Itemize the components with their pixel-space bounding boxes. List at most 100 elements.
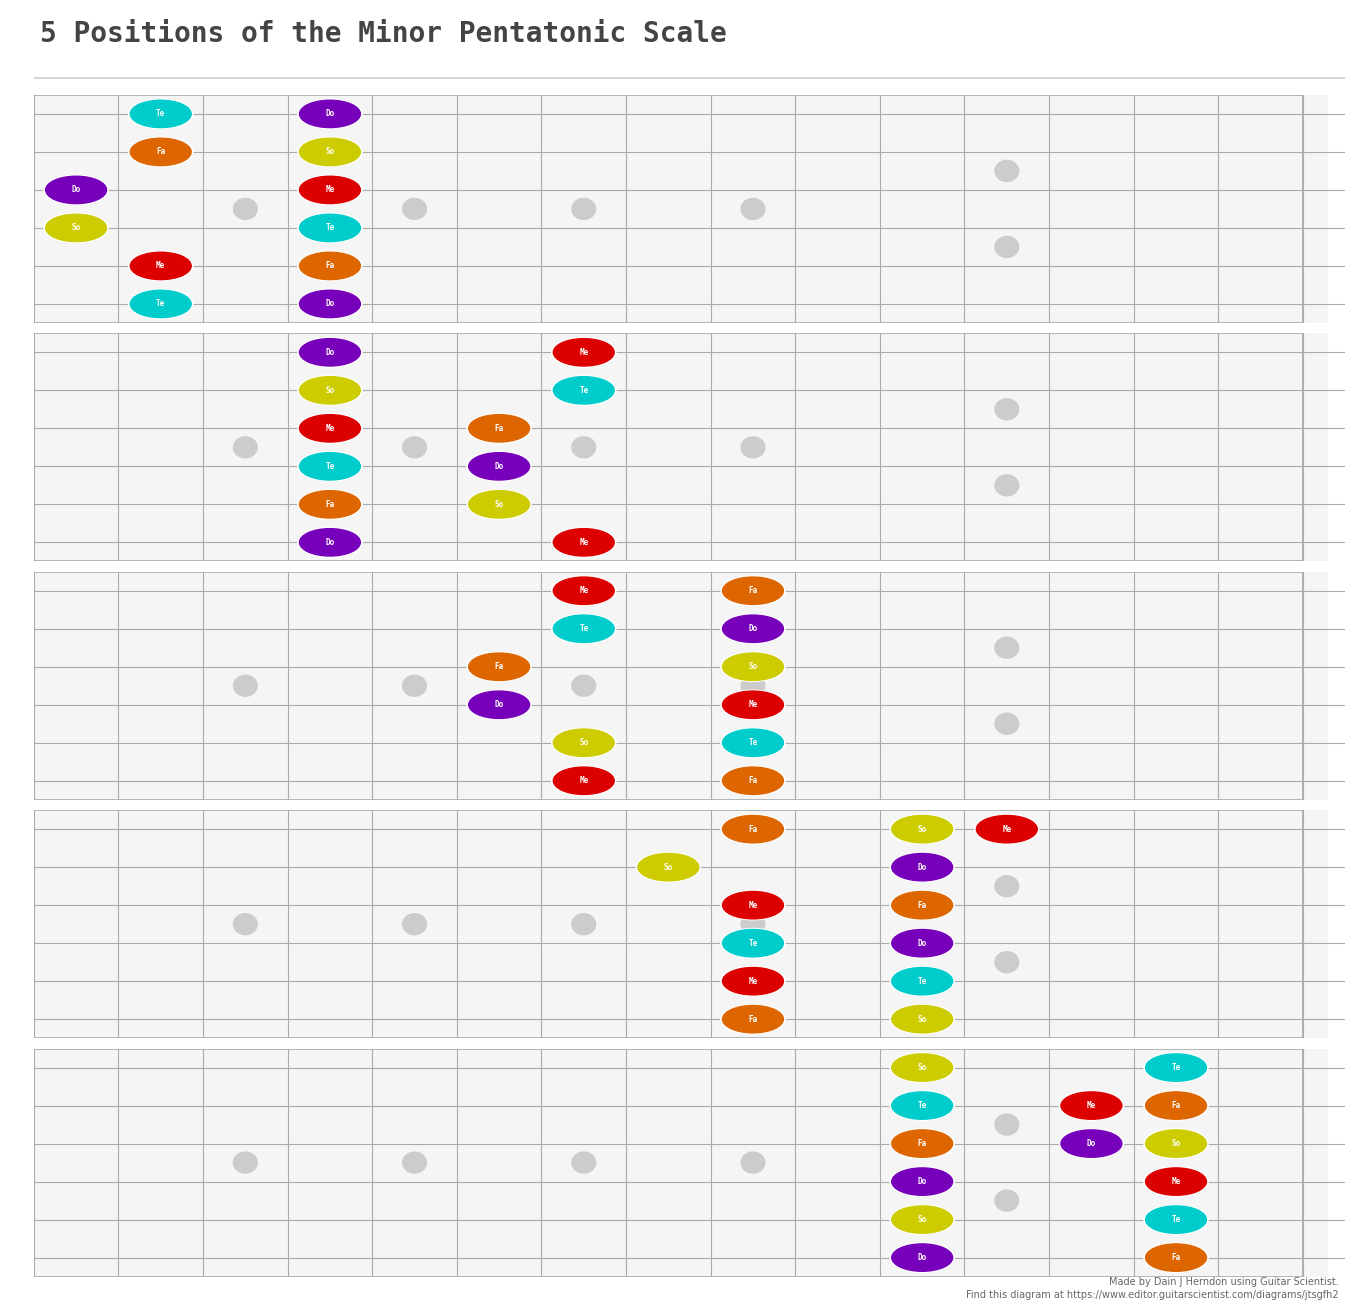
Ellipse shape [892,1130,953,1157]
Ellipse shape [1145,1054,1206,1082]
Text: Te: Te [1171,1216,1180,1225]
Ellipse shape [1145,1244,1206,1271]
Ellipse shape [403,1152,426,1173]
Text: Te: Te [155,299,165,308]
Ellipse shape [553,729,614,757]
Ellipse shape [995,714,1018,734]
Text: Te: Te [579,386,588,395]
Bar [0,1049,34,1277]
Ellipse shape [741,199,765,220]
Text: Do: Do [326,109,334,118]
Text: Do: Do [495,701,504,710]
Text: Te: Te [749,738,757,748]
Ellipse shape [995,474,1018,495]
Ellipse shape [741,1152,765,1173]
Text: Do: Do [918,939,927,948]
Bar [0,95,34,322]
Text: Te: Te [918,1101,927,1110]
Text: 5 Positions of the Minor Pentatonic Scale: 5 Positions of the Minor Pentatonic Scal… [41,20,727,48]
Text: Fa: Fa [749,776,757,785]
Ellipse shape [892,930,953,957]
Ellipse shape [741,675,765,697]
Ellipse shape [234,437,257,458]
Ellipse shape [572,914,596,935]
Ellipse shape [722,615,783,642]
Text: So: So [1171,1139,1180,1148]
Text: Fa: Fa [749,586,757,595]
Ellipse shape [892,815,953,842]
Ellipse shape [403,199,426,220]
Ellipse shape [1061,1130,1122,1157]
Text: So: So [918,1063,927,1072]
Text: Do: Do [326,538,334,547]
Text: So: So [579,738,588,748]
Ellipse shape [553,615,614,642]
Ellipse shape [572,1152,596,1173]
Text: Te: Te [749,939,757,948]
Ellipse shape [722,577,783,605]
Text: Te: Te [155,109,165,118]
Ellipse shape [130,290,191,317]
Ellipse shape [892,967,953,995]
Text: Me: Me [579,348,588,356]
Ellipse shape [300,214,361,242]
Ellipse shape [722,892,783,919]
Ellipse shape [995,237,1018,257]
Text: Fa: Fa [918,1139,927,1148]
Text: So: So [918,824,927,833]
Ellipse shape [300,338,361,367]
Text: Te: Te [579,624,588,633]
Text: Do: Do [1087,1139,1096,1148]
Text: Fa: Fa [326,261,334,270]
Ellipse shape [300,252,361,280]
Text: So: So [918,1216,927,1225]
Ellipse shape [1145,1206,1206,1234]
Ellipse shape [976,815,1037,842]
Text: So: So [918,1015,927,1023]
Ellipse shape [1145,1092,1206,1119]
Ellipse shape [469,452,530,480]
Ellipse shape [638,854,699,881]
Ellipse shape [572,675,596,697]
Text: Fa: Fa [155,147,165,156]
Text: Made by Dain J Herndon using Guitar Scientist.: Made by Dain J Herndon using Guitar Scie… [1109,1278,1338,1287]
Ellipse shape [403,914,426,935]
Ellipse shape [130,138,191,165]
Ellipse shape [300,452,361,480]
Text: Do: Do [495,462,504,471]
Text: So: So [664,863,673,872]
Ellipse shape [722,815,783,842]
Text: Fa: Fa [749,824,757,833]
Ellipse shape [300,290,361,317]
Text: Me: Me [579,586,588,595]
Text: Do: Do [918,1176,927,1186]
Ellipse shape [995,637,1018,658]
Text: Me: Me [1171,1176,1180,1186]
Ellipse shape [995,399,1018,420]
Ellipse shape [553,529,614,556]
Ellipse shape [892,1005,953,1034]
Ellipse shape [741,437,765,458]
Ellipse shape [300,177,361,204]
Text: Do: Do [918,1253,927,1262]
Ellipse shape [572,199,596,220]
Text: Te: Te [326,224,334,233]
Ellipse shape [572,437,596,458]
Ellipse shape [46,214,107,242]
Ellipse shape [46,177,107,204]
Text: Do: Do [326,348,334,356]
Text: So: So [72,224,81,233]
Text: Fa: Fa [1171,1101,1180,1110]
Text: Me: Me [749,701,757,710]
Text: Fa: Fa [749,1015,757,1023]
Ellipse shape [892,1167,953,1195]
Bar [0,572,34,800]
Ellipse shape [892,892,953,919]
Ellipse shape [722,1005,783,1034]
Ellipse shape [469,415,530,442]
Text: Me: Me [1002,824,1011,833]
Ellipse shape [130,100,191,127]
Text: So: So [326,386,334,395]
Text: Me: Me [749,901,757,910]
Ellipse shape [300,100,361,127]
